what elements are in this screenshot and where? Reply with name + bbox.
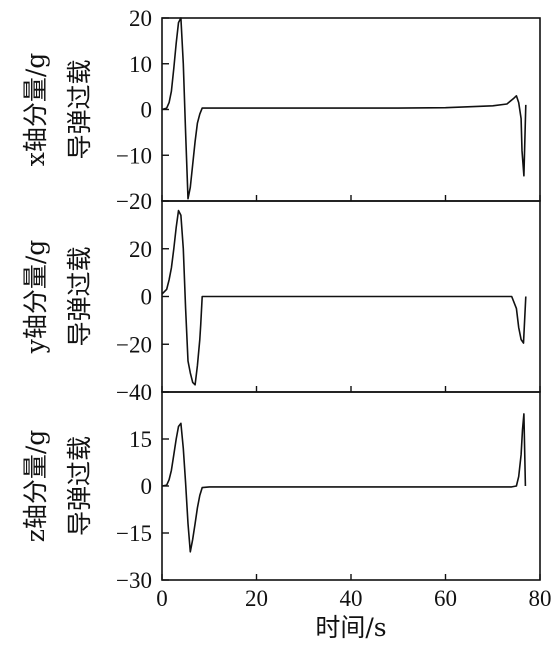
y-tick-label: 20 — [129, 6, 152, 31]
y-axis-label-line2: 导弹过载 — [65, 59, 94, 159]
x-axis-label: 时间/s — [315, 613, 386, 642]
series-line-x — [161, 17, 527, 200]
y-tick-label: −40 — [116, 380, 152, 405]
y-tick-label: −10 — [116, 143, 152, 168]
y-tick-label: −20 — [116, 189, 152, 214]
panel-x: 20 10 0 −10 −20 x轴分量/g 导弹过载 — [21, 6, 541, 214]
series-line-z — [161, 413, 527, 553]
x-tick-label: 20 — [245, 586, 268, 611]
y-axis-label-line1: y轴分量/g — [21, 240, 50, 355]
y-tick-label: 10 — [129, 52, 152, 77]
y-tick-label: −15 — [116, 521, 152, 546]
plot-frame-x — [161, 17, 541, 202]
y-tick-label: 15 — [129, 427, 152, 452]
y-tick-label: −30 — [116, 568, 152, 593]
y-axis-label-line1: z轴分量/g — [21, 430, 50, 543]
panel-y: 20 0 −20 −40 y轴分量/g 导弹过载 — [21, 200, 541, 405]
x-tick-label: 80 — [529, 586, 552, 611]
y-tick-label: 0 — [141, 285, 153, 310]
y-tick-label: 0 — [141, 474, 153, 499]
x-tick-label: 60 — [434, 586, 457, 611]
y-tick-label: 0 — [141, 98, 153, 123]
plot-frame-z — [161, 391, 541, 581]
x-tick-label: 0 — [156, 586, 168, 611]
x-tick-label: 40 — [340, 586, 363, 611]
y-axis-label-line2: 导弹过载 — [65, 436, 94, 536]
y-axis-label-line1: x轴分量/g — [21, 53, 50, 167]
y-axis-label-line2: 导弹过载 — [65, 246, 94, 346]
y-tick-label: 20 — [129, 237, 152, 262]
y-tick-label: −20 — [116, 332, 152, 357]
series-line-y — [161, 209, 527, 386]
